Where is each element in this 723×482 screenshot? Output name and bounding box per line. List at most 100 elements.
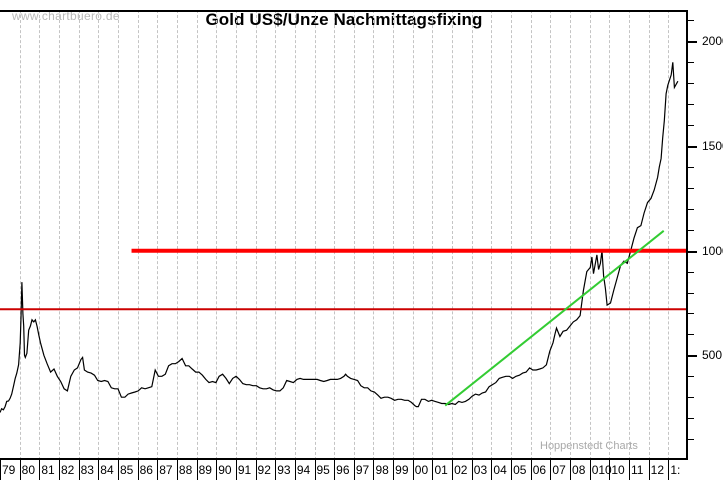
x-axis-tick <box>117 460 119 480</box>
x-axis-tick <box>393 460 395 480</box>
gridline-vertical <box>275 10 277 460</box>
gridline-vertical <box>19 10 21 460</box>
x-axis-label: 98 <box>375 463 389 477</box>
x-axis-tick <box>334 460 336 480</box>
x-axis-tick <box>668 460 670 480</box>
gridline-vertical <box>452 10 454 460</box>
y-axis-tick-minor <box>688 292 694 294</box>
x-axis-tick <box>530 460 532 480</box>
x-axis-label: 02 <box>454 463 468 477</box>
gridline-vertical <box>393 10 395 460</box>
x-axis-label: 05 <box>513 463 527 477</box>
x-axis-label: 12 <box>650 463 665 477</box>
x-axis-label: 95 <box>316 463 330 477</box>
x-axis-tick <box>609 460 611 480</box>
gridline-vertical <box>629 10 631 460</box>
x-axis-tick <box>373 460 375 480</box>
y-axis-tick-minor <box>688 20 694 22</box>
x-axis-tick <box>157 460 159 480</box>
x-axis-tick <box>58 460 60 480</box>
gridline-vertical <box>373 10 375 460</box>
x-axis-label: 87 <box>159 463 173 477</box>
x-axis-tick <box>275 460 277 480</box>
x-axis-tick <box>452 460 454 480</box>
x-axis-label: 89 <box>198 463 212 477</box>
gridline-vertical <box>137 10 139 460</box>
gridline-vertical <box>216 10 218 460</box>
x-axis-tick <box>629 460 631 480</box>
x-axis-tick <box>314 460 316 480</box>
y-axis-tick-minor <box>688 187 694 189</box>
gridline-vertical <box>570 10 572 460</box>
x-axis-label: 80 <box>21 463 36 477</box>
x-axis-label: 010 <box>591 463 612 477</box>
plot-border <box>0 10 688 460</box>
x-axis-label: 04 <box>493 463 507 477</box>
gridline-vertical <box>353 10 355 460</box>
x-axis-tick <box>648 460 650 480</box>
x-axis-label: 00 <box>414 463 429 477</box>
x-axis-tick <box>550 460 552 480</box>
gridline-vertical <box>314 10 316 460</box>
gridline-vertical <box>58 10 60 460</box>
y-axis-tick-minor <box>688 208 694 210</box>
gridline-vertical <box>668 10 670 460</box>
x-axis-label: 91 <box>237 463 252 477</box>
y-axis-tick-minor <box>688 62 694 64</box>
gridline-vertical <box>550 10 552 460</box>
x-axis-label: 01 <box>434 463 448 477</box>
x-axis-label: 97 <box>355 463 370 477</box>
gridline-vertical <box>196 10 198 460</box>
gridline-vertical <box>471 10 473 460</box>
x-axis-tick <box>589 460 591 480</box>
gridline-vertical <box>491 10 493 460</box>
y-axis-tick <box>688 250 697 253</box>
gridline-vertical <box>589 10 591 460</box>
y-axis-label: 1500 <box>702 139 723 154</box>
x-axis-label: 03 <box>473 463 488 477</box>
x-axis-label: 79 <box>2 463 16 477</box>
y-axis-tick-minor <box>688 125 694 127</box>
x-axis-tick <box>216 460 218 480</box>
y-axis-tick-minor <box>688 83 694 85</box>
x-axis-label: 92 <box>257 463 271 477</box>
gridline-vertical <box>530 10 532 460</box>
x-axis-label: 10 <box>611 463 625 477</box>
y-axis-tick-minor <box>688 418 694 420</box>
y-axis-tick-minor <box>688 271 694 273</box>
x-axis-tick <box>78 460 80 480</box>
gridline-vertical <box>255 10 257 460</box>
x-axis-label: 84 <box>100 463 114 477</box>
x-axis-tick <box>491 460 493 480</box>
x-axis-tick <box>511 460 513 480</box>
watermark-text: www.chartbuero.de <box>12 9 120 23</box>
x-axis-tick <box>432 460 434 480</box>
y-axis-tick-minor <box>688 334 694 336</box>
x-axis-label: 83 <box>80 463 94 477</box>
x-axis-label: 81 <box>41 463 55 477</box>
gridline-vertical <box>235 10 237 460</box>
y-axis-tick <box>688 146 697 149</box>
gridline-vertical <box>157 10 159 460</box>
x-axis-tick <box>255 460 257 480</box>
y-axis-tick-minor <box>688 439 694 441</box>
y-axis-tick <box>688 41 697 44</box>
y-axis-tick-minor <box>688 104 694 106</box>
x-axis-label: 86 <box>139 463 153 477</box>
x-axis-tick <box>98 460 100 480</box>
x-axis-label: 1: <box>670 463 681 477</box>
x-axis-tick <box>412 460 414 480</box>
x-axis-tick <box>19 460 21 480</box>
gridline-vertical <box>432 10 434 460</box>
y-axis-tick-minor <box>688 376 694 378</box>
gridline-vertical <box>39 10 41 460</box>
x-axis-label: 90 <box>218 463 232 477</box>
y-axis-tick-minor <box>688 313 694 315</box>
x-axis-label: 85 <box>119 463 134 477</box>
x-axis-tick <box>471 460 473 480</box>
gridline-vertical <box>648 10 650 460</box>
gridline-vertical <box>609 10 611 460</box>
gridline-vertical <box>412 10 414 460</box>
x-axis-tick <box>39 460 41 480</box>
